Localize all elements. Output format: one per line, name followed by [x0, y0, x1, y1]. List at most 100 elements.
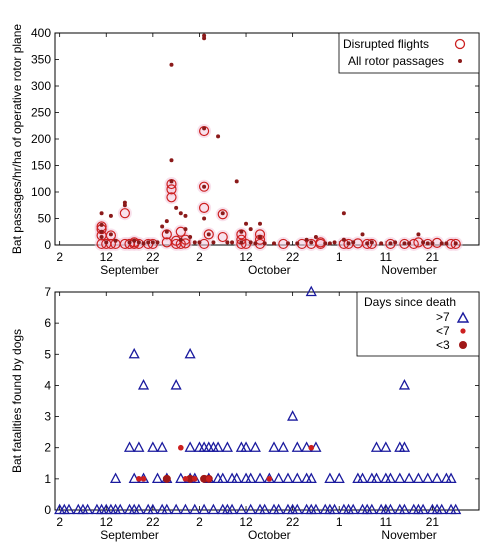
point-fatality-gt7: [356, 472, 369, 484]
point-fatality-gt7: [231, 472, 243, 484]
point-fatality-gt7: [133, 441, 145, 452]
point-fatality-gt7: [305, 472, 317, 484]
point-rotor-passage: [192, 240, 197, 245]
point-rotor-passage: [197, 240, 202, 245]
legend-marker-gt7: [456, 311, 470, 323]
point-fatality-gt7: [347, 503, 359, 515]
point-rotor-passage: [206, 232, 211, 237]
point-rotor-passage: [155, 240, 160, 245]
point-fatality-gt7: [184, 441, 196, 452]
point-rotor-passage: [183, 213, 188, 218]
point-fatality-gt7: [235, 503, 247, 515]
x-tick-label: 21: [426, 515, 440, 529]
y-tick-label: 150: [31, 159, 51, 173]
y-tick-label: 400: [31, 26, 51, 40]
point-fatality-gt7: [450, 503, 462, 515]
point-rotor-passage: [295, 241, 300, 246]
point-rotor-passage: [169, 179, 174, 184]
point-fatality-gt7: [273, 503, 285, 515]
legend: Disrupted flights All rotor passages: [338, 32, 480, 74]
point-rotor-passage: [369, 240, 374, 245]
point-fatality-gt7: [179, 503, 192, 515]
point-rotor-passage: [285, 241, 290, 246]
point-fatality-gt7: [273, 472, 285, 484]
x-tick-label: 22: [146, 250, 160, 264]
point-fatality-gt7: [394, 472, 406, 484]
point-fatality-gt7: [259, 503, 271, 515]
point-rotor-passage: [258, 221, 263, 226]
point-disrupted-flight: [203, 229, 214, 240]
point-rotor-passage: [258, 235, 263, 240]
point-fatality-gt7: [184, 347, 196, 359]
point-disrupted-flight: [175, 226, 186, 237]
point-disrupted-flight: [450, 238, 461, 250]
data-marks: [94, 33, 463, 251]
legend-label-all-passages: All rotor passages: [348, 54, 444, 68]
legend-label-disrupted: Disrupted flights: [343, 37, 429, 51]
point-disrupted-flight: [180, 238, 191, 249]
point-rotor-passage: [225, 240, 230, 245]
point-fatality-gt7: [384, 472, 397, 484]
legend: Days since death >7 <7 <3: [356, 291, 480, 357]
month-label: September: [100, 528, 159, 542]
point-rotor-passage: [332, 240, 337, 245]
point-rotor-passage: [234, 179, 239, 184]
legend-marker-all-passages: [458, 59, 462, 63]
point-rotor-passage: [421, 240, 426, 245]
point-rotor-passage: [323, 241, 328, 246]
y-tick-label: 5: [44, 347, 51, 361]
point-rotor-passage: [346, 241, 351, 246]
point-rotor-passage: [230, 240, 235, 245]
point-fatality-gt7: [207, 503, 219, 515]
point-fatality-gt7: [240, 441, 252, 452]
point-rotor-passage: [262, 241, 267, 246]
y-tick-label: 100: [31, 185, 51, 199]
point-fatality-gt7: [226, 503, 238, 515]
point-rotor-passage: [132, 238, 137, 243]
point-fatality-gt7: [221, 441, 233, 452]
x-tick-label: 22: [286, 250, 300, 264]
point-rotor-passage: [360, 232, 365, 237]
point-rotor-passage: [248, 240, 253, 245]
x-tick-label: 21: [426, 250, 440, 264]
point-rotor-passage: [164, 219, 169, 224]
point-fatality-lt7: [136, 476, 142, 482]
x-tick-label: 12: [100, 250, 114, 264]
point-fatality-gt7: [170, 503, 182, 515]
point-fatality-gt7: [445, 472, 457, 484]
x-tick-label: 2: [56, 250, 63, 264]
x-tick-label: 11: [380, 515, 393, 529]
legend-title: Days since death: [364, 295, 456, 309]
point-disrupted-flight: [198, 181, 210, 192]
point-rotor-passage: [211, 240, 216, 245]
point-fatality-gt7: [291, 503, 303, 515]
point-disrupted-flight: [119, 208, 130, 219]
point-rotor-passage: [248, 227, 253, 232]
point-rotor-passage: [327, 241, 332, 246]
point-disrupted-flight: [217, 209, 228, 220]
point-rotor-passage: [164, 229, 169, 234]
month-label: November: [381, 528, 436, 542]
point-rotor-passage: [104, 240, 109, 245]
x-tick-label: 12: [239, 515, 253, 529]
point-fatality-gt7: [324, 472, 336, 484]
y-tick-label: 50: [38, 212, 52, 226]
point-fatality-gt7: [291, 472, 303, 484]
point-rotor-passage: [178, 211, 183, 216]
point-rotor-passage: [425, 241, 430, 246]
point-rotor-passage: [430, 241, 435, 246]
x-tick-label: 11: [380, 250, 393, 264]
point-disrupted-flight: [166, 192, 177, 203]
point-rotor-passage: [304, 237, 309, 242]
point-fatality-gt7: [282, 472, 294, 484]
point-rotor-passage: [220, 211, 225, 216]
y-axis-label: Bat passages/hr/ha of operative rotor pl…: [10, 24, 24, 254]
point-rotor-passage: [453, 241, 458, 246]
point-fatality-gt7: [217, 472, 229, 484]
point-rotor-passage: [99, 211, 104, 216]
